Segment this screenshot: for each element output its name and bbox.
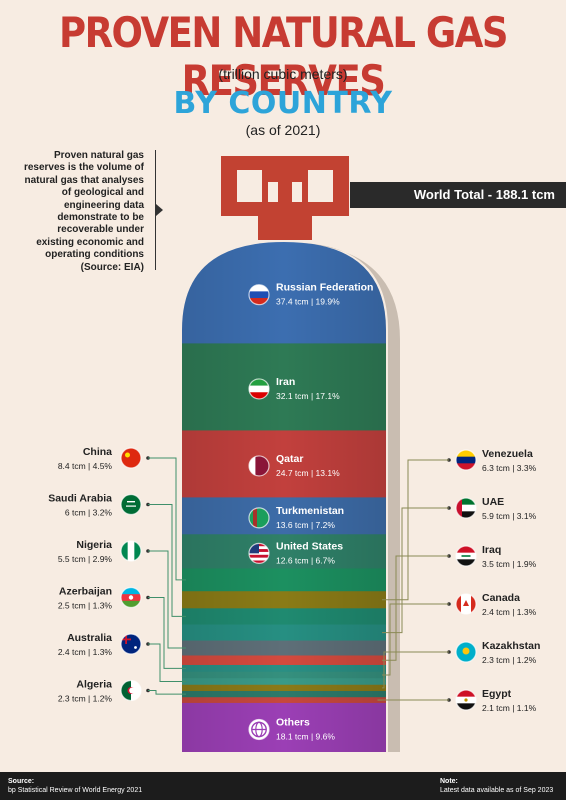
unit-subtitle: (trillion cubic meters) [218,66,348,82]
label-australia: Australia [67,632,112,644]
usa-flag-icon [248,542,270,564]
label-kazakhstan: Kazakhstan [482,640,540,652]
value-australia: 2.4 tcm | 1.3% [58,647,113,657]
footer: Source: bp Statistical Review of World E… [0,772,566,800]
iran-flag-icon [248,378,270,400]
label-united-states: United States [276,540,343,552]
value-russian-federation: 37.4 tcm | 19.9% [276,297,340,307]
cylinder-shadow [300,243,400,752]
label-others: Others [276,716,310,728]
value-saudi-arabia: 6 tcm | 3.2% [65,508,113,518]
chart-subtitle: BY COUNTRY [173,86,393,121]
label-algeria: Algeria [76,679,112,691]
leader-line-uae [382,507,449,634]
china-flag-icon [120,447,142,469]
label-azerbaijan: Azerbaijan [59,586,112,598]
label-nigeria: Nigeria [76,539,112,551]
leader-line-saudi-arabia [148,504,186,617]
note-label: Note: [440,778,458,785]
value-qatar: 24.7 tcm | 13.1% [276,468,340,478]
value-iran: 32.1 tcm | 17.1% [276,391,340,401]
label-russian-federation: Russian Federation [276,282,373,294]
value-kazakhstan: 2.3 tcm | 1.2% [482,655,537,665]
leader-line-kazakhstan [382,651,449,689]
azerbaijan-flag-icon [120,586,142,609]
iraq-flag-icon [455,545,477,567]
leader-line-venezuela [382,459,449,601]
australia-flag-icon [120,633,142,655]
label-venezuela: Venezuela [482,448,533,460]
qatar-flag-icon [248,455,270,477]
globe-icon [248,718,270,741]
leader-line-nigeria [148,550,186,649]
value-uae: 5.9 tcm | 3.1% [482,511,537,521]
world-total-banner: World Total - 188.1 tcm [350,182,566,208]
label-egypt: Egypt [482,688,512,700]
label-china: China [83,446,112,458]
leader-line-azerbaijan [148,597,186,669]
definition-bracket [150,150,156,270]
date-note: (as of 2021) [245,122,321,138]
definition-text: Proven natural gas reserves is the volum… [23,150,144,273]
value-azerbaijan: 2.5 tcm | 1.3% [58,601,113,611]
value-others: 18.1 tcm | 9.6% [276,731,335,741]
cylinder-valve-icon [221,156,349,240]
turkmenistan-flag-icon [248,507,270,529]
leader-line-canada [382,603,449,676]
footer-source: Source: bp Statistical Review of World E… [8,777,142,795]
uae-flag-icon [455,497,477,519]
kazakhstan-flag-icon [455,641,477,663]
leader-line-australia [148,643,186,683]
page-title: PROVEN NATURAL GAS RESERVES [58,8,509,106]
egypt-flag-icon [455,689,477,711]
nigeria-flag-icon [120,540,142,562]
source-label: Source: [8,778,35,785]
label-turkmenistan: Turkmenistan [276,505,344,517]
leader-line-algeria [148,690,186,695]
venezuela-flag-icon [455,449,477,471]
algeria-flag-icon [120,679,142,702]
label-iran: Iran [276,376,295,388]
canada-flag-icon [455,593,477,615]
value-egypt: 2.1 tcm | 1.1% [482,703,537,713]
value-canada: 2.4 tcm | 1.3% [482,607,537,617]
note-text: Latest data available as of Sep 2023 [440,787,554,794]
leader-line-iraq [382,555,449,661]
label-canada: Canada [482,592,520,604]
source-text: bp Statistical Review of World Energy 20… [8,787,143,794]
value-united-states: 12.6 tcm | 6.7% [276,555,335,565]
value-venezuela: 6.3 tcm | 3.3% [482,463,537,473]
russia-flag-icon [248,284,270,306]
value-nigeria: 5.5 tcm | 2.9% [58,554,113,564]
value-china: 8.4 tcm | 4.5% [58,461,113,471]
label-iraq: Iraq [482,544,501,556]
definition-arrow-icon [156,204,163,216]
saudi-arabia-flag-icon [120,493,142,516]
value-turkmenistan: 13.6 tcm | 7.2% [276,520,335,530]
footer-note: Note: Latest data available as of Sep 20… [440,777,553,795]
leader-line-china [148,457,186,581]
label-uae: UAE [482,496,504,508]
label-saudi-arabia: Saudi Arabia [48,493,112,505]
label-qatar: Qatar [276,453,303,465]
cylinder-shading [182,242,386,752]
value-iraq: 3.5 tcm | 1.9% [482,559,537,569]
value-algeria: 2.3 tcm | 1.2% [58,694,113,704]
